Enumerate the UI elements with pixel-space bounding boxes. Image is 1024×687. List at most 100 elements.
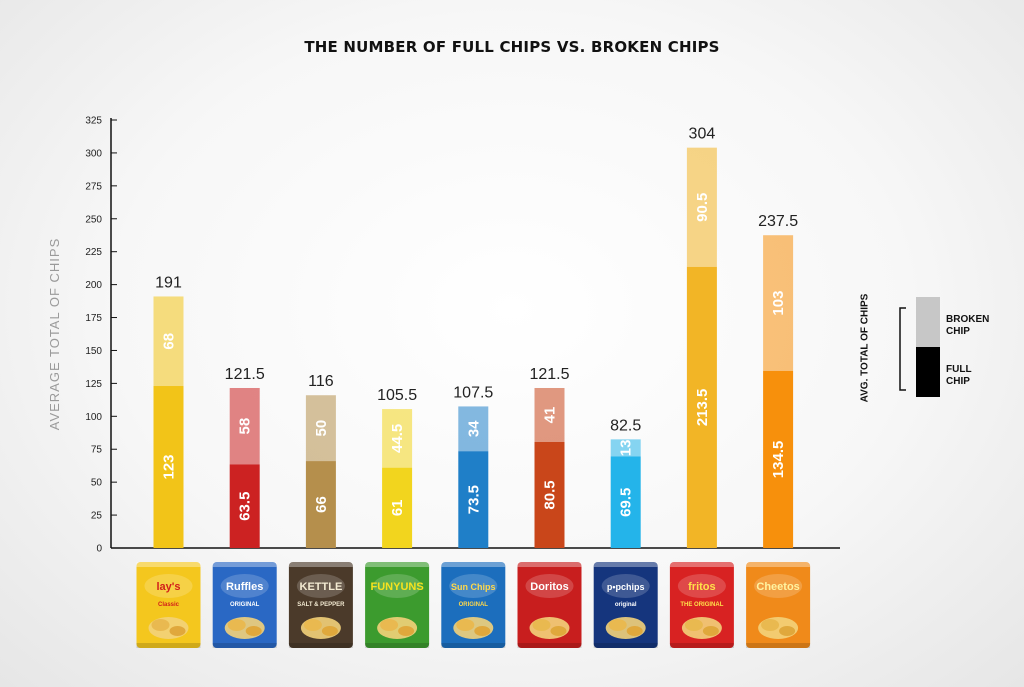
chip-bag-kettle: KETTLE SALT & PEPPER [288,562,353,648]
bag-logo-text: p•pchips [607,582,645,592]
bag-logo-text: fritos [688,581,716,593]
bag-logo-badge [296,574,345,598]
bag-crimp-bottom [212,643,277,648]
product-bags: lay's Classic Ruffles ORIGINAL KETTLE SALT & … [136,562,811,648]
y-tick-label: 0 [96,544,102,555]
broken-value-label: 34 [465,420,482,437]
y-tick-label: 25 [91,511,103,522]
bag-crimp-top [212,562,277,567]
bag-logo-badge [373,574,422,598]
bar-broken-popchips [610,439,641,457]
y-axis-label: AVERAGE TOTAL OF CHIPS [47,238,62,431]
legend-broken-swatch [916,297,940,347]
broken-value-label: 41 [542,407,559,424]
bag-crimp-top [593,562,658,567]
total-value-label: 191 [155,274,182,291]
bar-full-cheetos [763,370,794,548]
chart-title: THE NUMBER OF FULL CHIPS VS. BROKEN CHIP… [304,38,720,56]
bar-broken-doritos [534,387,565,442]
total-value-label: 82.5 [610,417,641,434]
y-tick-label: 75 [91,445,103,456]
bar-broken-fritos [686,147,717,267]
full-value-label: 73.5 [465,485,482,514]
bag-chip-piece [398,626,415,636]
full-value-label: 134.5 [770,441,787,479]
bag-logo-text: lay's [156,581,180,593]
legend-broken-label: BROKEN CHIP [946,314,990,337]
broken-value-label: 44.5 [389,424,406,453]
chip-bag-lays: lay's Classic [136,562,201,648]
bag-crimp-top [365,562,430,567]
bag-crimp-bottom [746,643,811,648]
broken-value-label: 13 [618,440,635,457]
bag-crimp-bottom [593,643,658,648]
legend-full-swatch [916,347,940,397]
bag-sub-text: ORIGINAL [459,602,489,608]
bag-crimp-bottom [669,643,734,648]
bag-logo-badge [677,574,726,598]
bag-logo-text: KETTLE [300,581,343,593]
chip-bag-sunchips: Sun Chips ORIGINAL [441,562,506,648]
bag-crimp-bottom [441,643,506,648]
y-tick-label: 250 [85,214,102,225]
bar-full-funyuns [382,467,413,548]
full-value-label: 66 [313,496,330,513]
bag-sub-text: Classic [158,602,180,608]
y-tick-label: 325 [85,116,102,127]
broken-value-label: 90.5 [694,193,711,222]
bag-crimp-top [669,562,734,567]
y-tick-label: 225 [85,247,102,258]
bag-logo-text: Doritos [530,581,569,593]
y-tick-label: 150 [85,346,102,357]
bag-logo-text: FUNYUNS [371,581,424,593]
total-value-label: 107.5 [453,384,493,401]
chip-bag-ruffles: Ruffles ORIGINAL [212,562,277,648]
bag-crimp-bottom [288,643,353,648]
legend-bracket [899,307,906,391]
bag-chip-piece [227,619,246,631]
full-value-label: 80.5 [542,480,559,509]
full-value-label: 69.5 [618,488,635,517]
bag-chip-piece [532,619,551,631]
bag-chip-piece [779,626,796,636]
bar-broken-funyuns [382,409,413,468]
y-tick-label: 200 [85,280,102,291]
chip-bag-fritos: fritos THE ORIGINAL [669,562,734,648]
bag-chip-piece [702,626,719,636]
full-value-label: 213.5 [694,389,711,427]
chip-bag-funyuns: FUNYUNS [365,562,430,648]
bag-chip-piece [151,619,170,631]
bar-full-popchips [610,456,641,548]
bar-full-doritos [534,441,565,548]
full-value-label: 63.5 [237,492,254,521]
chip-bag-cheetos: Cheetos [746,562,811,648]
broken-value-label: 103 [770,291,787,316]
bag-logo-badge [144,574,193,598]
broken-value-label: 50 [313,420,330,437]
bar-labels: 123 68 191 63.5 58 121.5 66 50 116 61 44.5 105.5 73.… [155,126,798,521]
bag-logo-text: Sun Chips [451,582,496,592]
bar-broken-lays [153,296,184,387]
chip-bag-doritos: Doritos [517,562,582,648]
bag-logo-badge [525,574,574,598]
total-value-label: 116 [308,373,334,390]
bag-logo-text: Cheetos [756,581,799,593]
bag-logo-badge [220,574,269,598]
bag-chip-piece [321,626,338,636]
bar-full-sunchips [458,451,489,548]
bag-chip-piece [380,619,399,631]
bag-sub-text: original [615,602,637,608]
bar-full-fritos [686,266,717,548]
bag-chip-piece [550,626,567,636]
bar-full-ruffles [229,464,260,548]
chip-bag-popchips: p•pchips original [593,562,658,648]
bag-crimp-top [136,562,201,567]
bag-crimp-top [746,562,811,567]
bag-chip-piece [761,619,780,631]
legend-full-label: FULL CHIP [946,364,972,387]
bag-logo-badge [754,574,803,598]
bag-crimp-top [288,562,353,567]
bag-sub-text: SALT & PEPPER [297,602,345,608]
broken-value-label: 68 [161,333,178,350]
